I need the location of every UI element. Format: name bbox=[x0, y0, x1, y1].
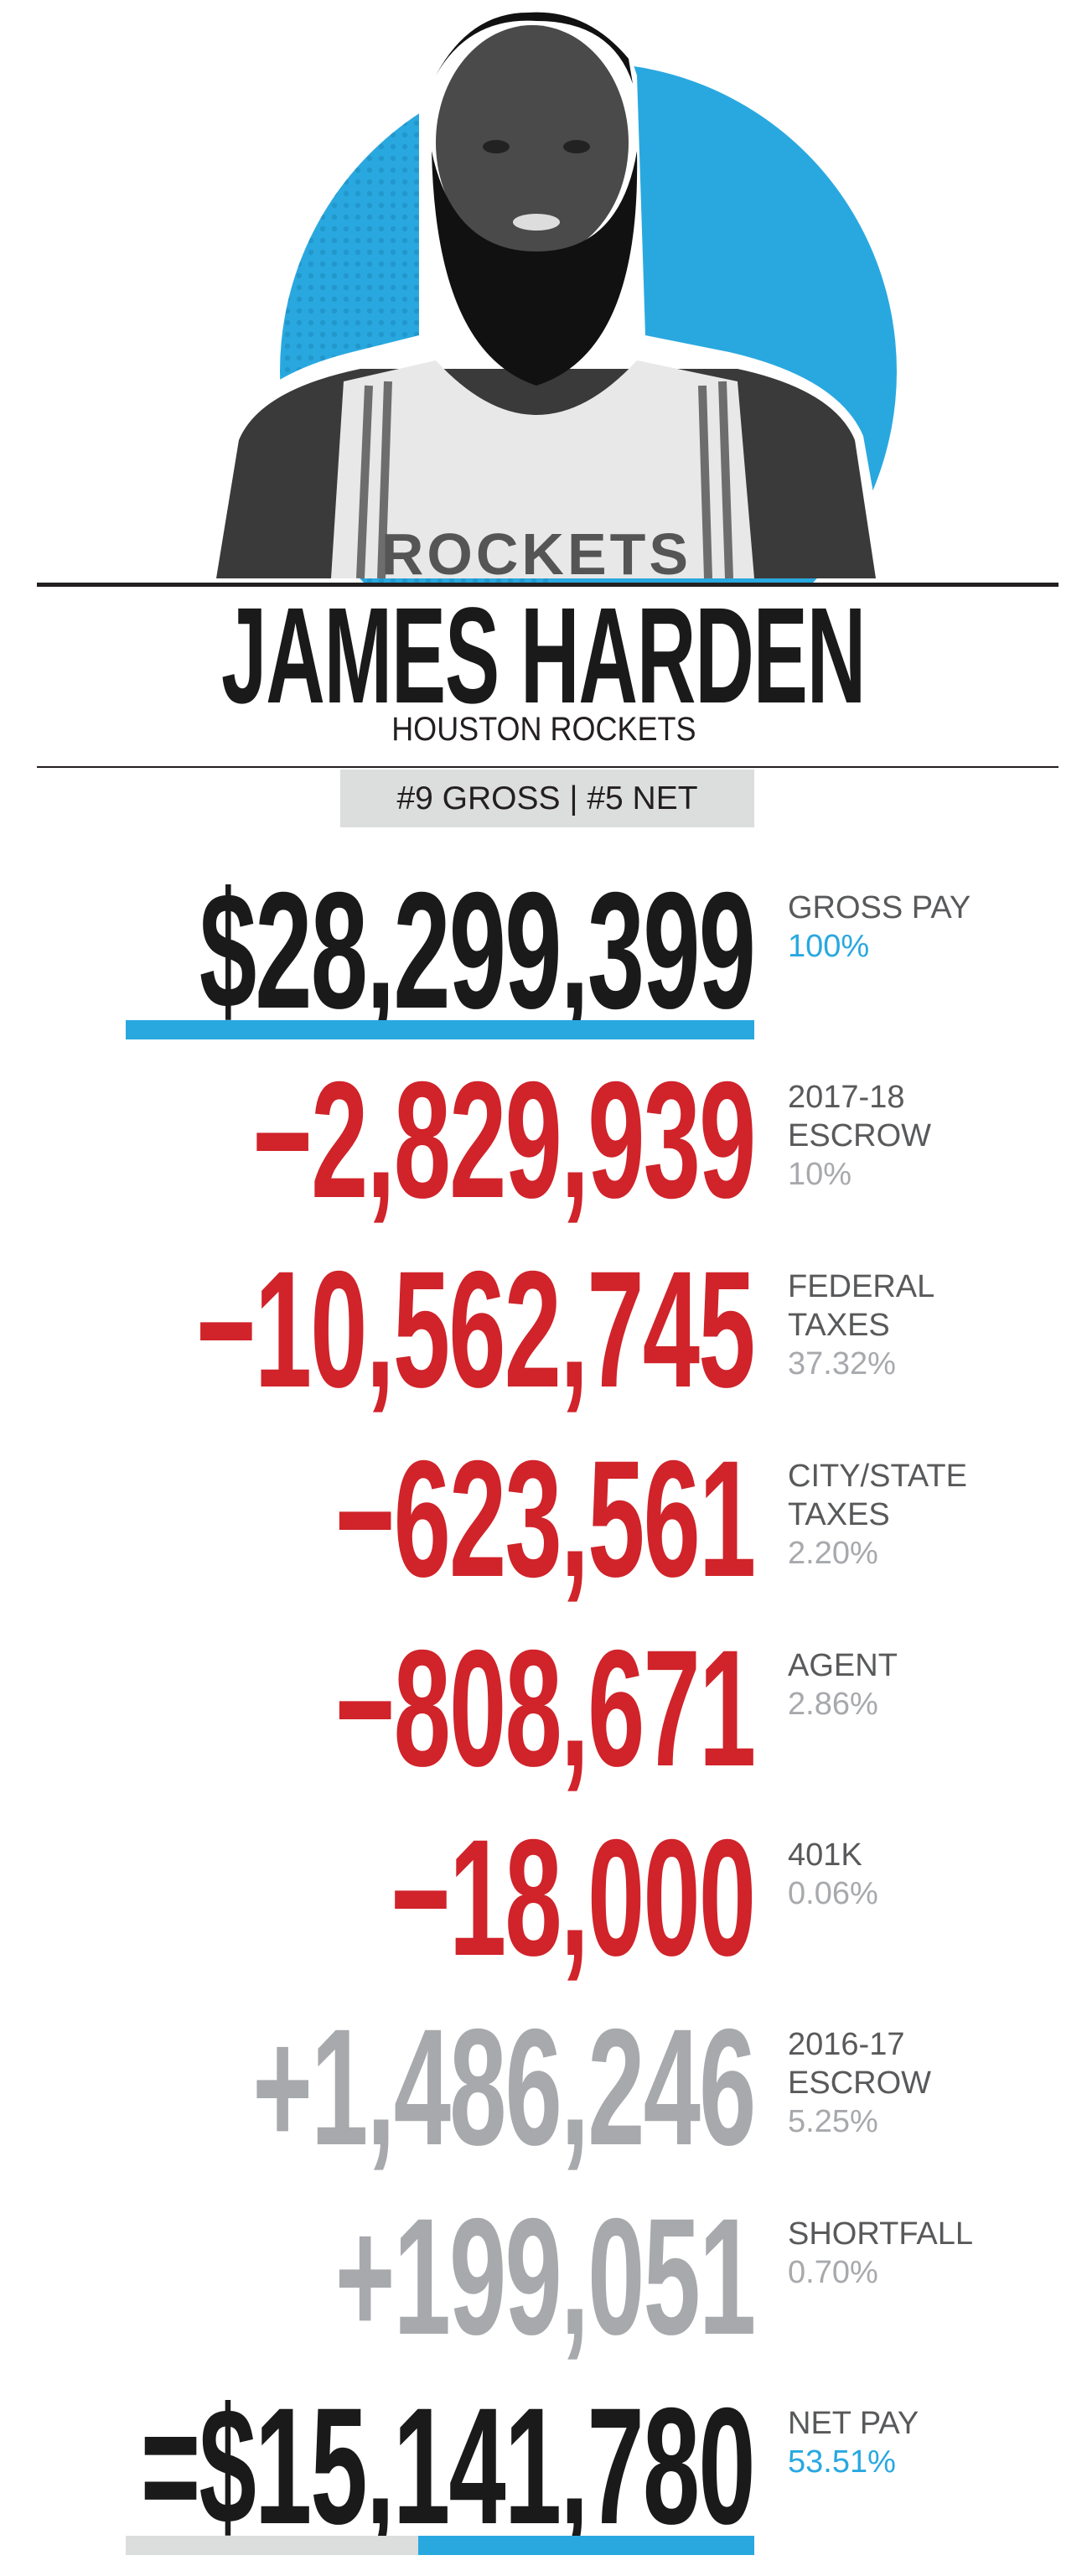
percent: 0.06% bbox=[788, 1876, 878, 1911]
net-bar-fill bbox=[417, 2536, 754, 2555]
label-line: CITY/STATE bbox=[788, 1459, 967, 1494]
row-label: CITY/STATE TAXES 2.20% bbox=[788, 1457, 967, 1573]
team-name: HOUSTON ROCKETS bbox=[391, 711, 696, 748]
amount-deduction: −18,000 bbox=[390, 1805, 756, 1990]
amount-addition: +199,051 bbox=[334, 2184, 755, 2369]
percent: 53.51% bbox=[788, 2444, 896, 2480]
row-label: GROSS PAY 100% bbox=[788, 889, 971, 966]
percent: 2.20% bbox=[788, 1536, 878, 1571]
amount-deduction: −10,562,745 bbox=[196, 1236, 755, 1422]
row-label: AGENT 2.86% bbox=[788, 1646, 898, 1723]
row-label: NET PAY 53.51% bbox=[788, 2404, 919, 2481]
label-line: FEDERAL bbox=[788, 1269, 935, 1304]
label-line: 401K bbox=[788, 1837, 862, 1873]
gross-bar bbox=[126, 1020, 754, 1039]
row-label: FEDERAL TAXES 37.32% bbox=[788, 1267, 934, 1383]
row-label: 2017-18 ESCROW 10% bbox=[788, 1078, 931, 1194]
label-line: TAXES bbox=[788, 1497, 890, 1532]
row-label: 2016-17 ESCROW 5.25% bbox=[788, 2025, 931, 2141]
amount-net: =$15,141,780 bbox=[140, 2373, 756, 2558]
percent: 100% bbox=[788, 929, 870, 964]
percent: 37.32% bbox=[788, 1346, 896, 1381]
player-name: JAMES HARDEN bbox=[221, 578, 866, 732]
label-line: 2017-18 bbox=[788, 1080, 905, 1115]
percent: 2.86% bbox=[788, 1687, 878, 1722]
amount-deduction: −623,561 bbox=[334, 1426, 755, 1611]
percent: 10% bbox=[788, 1157, 852, 1192]
jersey-lettering: ROCKETS bbox=[381, 521, 691, 587]
amount-gross: $28,299,399 bbox=[199, 858, 756, 1043]
percent: 0.70% bbox=[788, 2255, 878, 2290]
player-photo: ROCKETS bbox=[201, 7, 897, 587]
amount-deduction: −808,671 bbox=[334, 1615, 755, 1801]
bottom-rule bbox=[37, 766, 1059, 768]
percent: 5.25% bbox=[788, 2104, 878, 2139]
row-label: SHORTFALL 0.70% bbox=[788, 2215, 973, 2292]
label-line: ESCROW bbox=[788, 2065, 931, 2101]
label-line: AGENT bbox=[788, 1648, 898, 1683]
rank-badge: #9 GROSS | #5 NET bbox=[340, 770, 754, 827]
label-line: 2016-17 bbox=[788, 2027, 905, 2062]
top-rule bbox=[37, 583, 1059, 587]
label-line: ESCROW bbox=[788, 1118, 931, 1153]
net-bar-remainder bbox=[126, 2536, 418, 2555]
row-label: 401K 0.06% bbox=[788, 1836, 878, 1913]
amount-deduction: −2,829,939 bbox=[251, 1047, 756, 1232]
label-line: TAXES bbox=[788, 1308, 890, 1343]
amount-addition: +1,486,246 bbox=[251, 1994, 756, 2179]
label-line: NET PAY bbox=[788, 2406, 919, 2441]
label-line: SHORTFALL bbox=[788, 2216, 974, 2252]
label-line: GROSS PAY bbox=[788, 890, 971, 925]
